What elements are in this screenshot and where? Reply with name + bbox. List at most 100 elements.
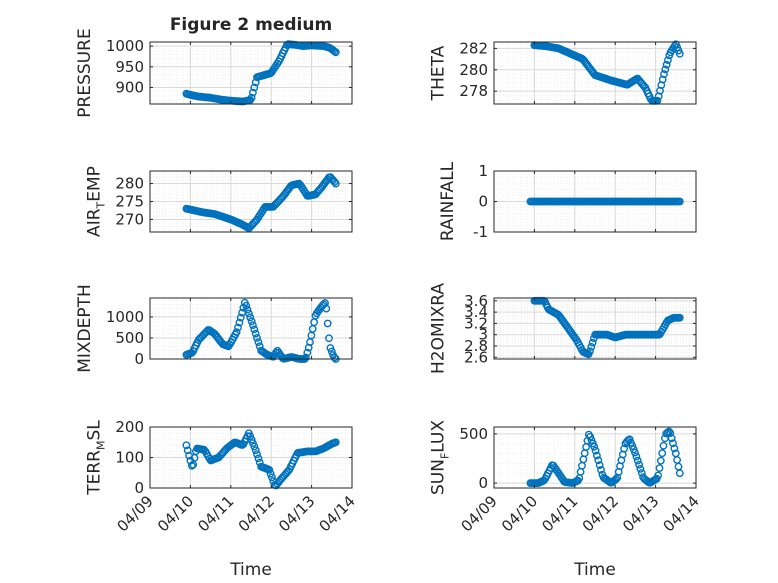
data-point <box>675 49 684 58</box>
data-point <box>250 83 259 92</box>
y-tick-label: 200 <box>115 418 144 436</box>
data-point <box>303 348 312 357</box>
data-point <box>254 338 263 346</box>
x-tick-label: 04/12 <box>235 492 278 535</box>
data-point <box>330 353 339 362</box>
subplot-mixdepth: 0 500 1000 MIXDEPTH <box>75 284 353 373</box>
axes-frame <box>493 297 697 360</box>
data-point <box>675 469 684 478</box>
data-point <box>661 65 670 74</box>
data-point <box>632 452 641 461</box>
data-point <box>331 48 340 57</box>
data-point <box>243 305 252 314</box>
data-point <box>330 177 339 186</box>
data-point <box>265 465 274 474</box>
data-point <box>323 319 332 328</box>
x-tick-label: 04/10 <box>154 492 197 535</box>
data-point <box>595 461 604 469</box>
axes-frame <box>149 297 353 360</box>
axes-frame <box>493 41 697 105</box>
y-tick-label: 2.6 <box>464 348 488 366</box>
data-point <box>656 456 665 465</box>
y-tick-label: 100 <box>115 449 144 467</box>
data-point <box>664 56 672 64</box>
data-point <box>250 325 259 334</box>
y-tick-label: 0 <box>134 350 144 368</box>
data-point <box>246 313 255 322</box>
x-tick-label: 04/12 <box>579 492 622 535</box>
data-point <box>251 329 260 338</box>
y-axis-label: RAINFALL <box>438 161 458 241</box>
data-point <box>187 461 196 470</box>
y-axis-label: TERRMSL <box>85 420 108 496</box>
data-point <box>246 432 255 441</box>
axes-frame <box>493 426 697 489</box>
x-tick-label: 04/10 <box>498 492 541 535</box>
y-tick-label: 270 <box>115 210 144 228</box>
y-tick-label: 3.2 <box>464 314 488 332</box>
data-point <box>590 442 599 451</box>
data-point <box>266 469 275 478</box>
data-point <box>247 93 256 102</box>
data-point <box>655 464 664 472</box>
data-point <box>248 88 257 97</box>
y-axis-label: PRESSURE <box>75 28 95 117</box>
x-tick-label: 04/11 <box>194 492 237 535</box>
data-point <box>658 449 667 458</box>
data-point <box>593 451 601 460</box>
data-point <box>588 338 597 347</box>
y-axis-label: THETA <box>429 45 449 101</box>
subplot-rainfall: -1 0 1 RAINFALL <box>438 161 697 241</box>
data-point <box>244 309 253 318</box>
data-point <box>242 301 251 310</box>
y-tick-label: 280 <box>115 175 144 193</box>
data-point <box>331 438 340 447</box>
data-point <box>594 456 603 465</box>
data-point <box>236 313 245 322</box>
data-point <box>322 304 331 313</box>
data-point <box>591 446 600 455</box>
data-point <box>666 429 675 437</box>
y-tick-label: 0 <box>134 479 144 497</box>
data-point <box>251 446 260 455</box>
data-point <box>301 353 310 362</box>
data-point <box>635 460 643 469</box>
y-tick-label: 280 <box>459 61 488 79</box>
x-tick-label: 04/13 <box>619 492 662 535</box>
data-point <box>330 47 339 56</box>
data-point <box>331 179 340 188</box>
y-tick-label: 3.4 <box>464 303 488 321</box>
data-point <box>247 317 256 326</box>
data-point <box>253 333 261 342</box>
x-tick-label: 04/14 <box>660 492 703 535</box>
data-point <box>665 427 673 436</box>
data-point <box>675 313 684 322</box>
data-point <box>631 448 639 457</box>
data-point <box>234 323 242 332</box>
x-axis-label-right: Time <box>573 560 616 580</box>
subplot-pressure: 900 950 1000 PRESSURE <box>75 28 353 118</box>
axes-frame <box>149 41 353 105</box>
data-point <box>667 434 676 443</box>
y-tick-label: 500 <box>115 329 144 347</box>
y-tick-label: 1 <box>478 162 488 180</box>
x-tick-label: 04/13 <box>275 492 318 535</box>
data-point <box>182 441 191 450</box>
y-tick-label: 2.8 <box>464 337 488 355</box>
y-axis-label: H2OMIXRA <box>429 283 449 374</box>
y-tick-label: -1 <box>473 223 488 241</box>
x-tick-label: 04/09 <box>458 492 501 535</box>
data-point <box>253 450 261 459</box>
x-axis-label-left: Time <box>229 560 272 580</box>
y-axis-label: AIRTEMP <box>85 166 108 237</box>
data-point <box>254 454 263 463</box>
y-tick-label: 0 <box>478 474 488 492</box>
y-tick-label: 278 <box>459 82 488 100</box>
data-point <box>232 328 241 336</box>
subplot-h2omixra: 2.62.833.23.43.6 H2OMIXRA <box>429 283 697 374</box>
y-tick-label: 500 <box>459 425 488 443</box>
data-point <box>587 342 596 351</box>
data-point <box>636 464 645 473</box>
